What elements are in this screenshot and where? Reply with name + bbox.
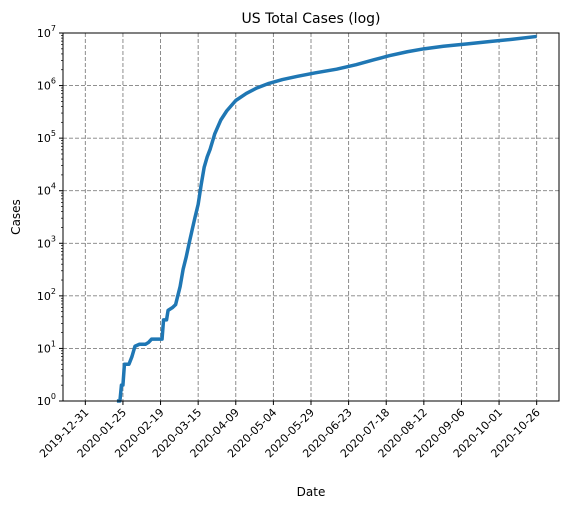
- y-tick-label: 103: [37, 234, 56, 250]
- x-axis-label: Date: [297, 485, 326, 499]
- y-tick-label: 105: [37, 129, 56, 145]
- series-layer: [116, 34, 537, 403]
- y-tick-label: 100: [37, 392, 56, 408]
- y-axis: 100 101 102 103 104 105 106 107: [37, 24, 63, 408]
- y-axis-label: Cases: [9, 199, 23, 235]
- grid-layer: [63, 33, 559, 401]
- y-tick-label: 101: [37, 339, 56, 355]
- y-tick-label: 104: [37, 182, 56, 198]
- chart-title: US Total Cases (log): [241, 11, 380, 27]
- series-line: [116, 34, 537, 403]
- y-tick-label: 106: [37, 77, 56, 93]
- y-tick-label: 107: [37, 24, 56, 40]
- y-tick-label: 102: [37, 287, 56, 303]
